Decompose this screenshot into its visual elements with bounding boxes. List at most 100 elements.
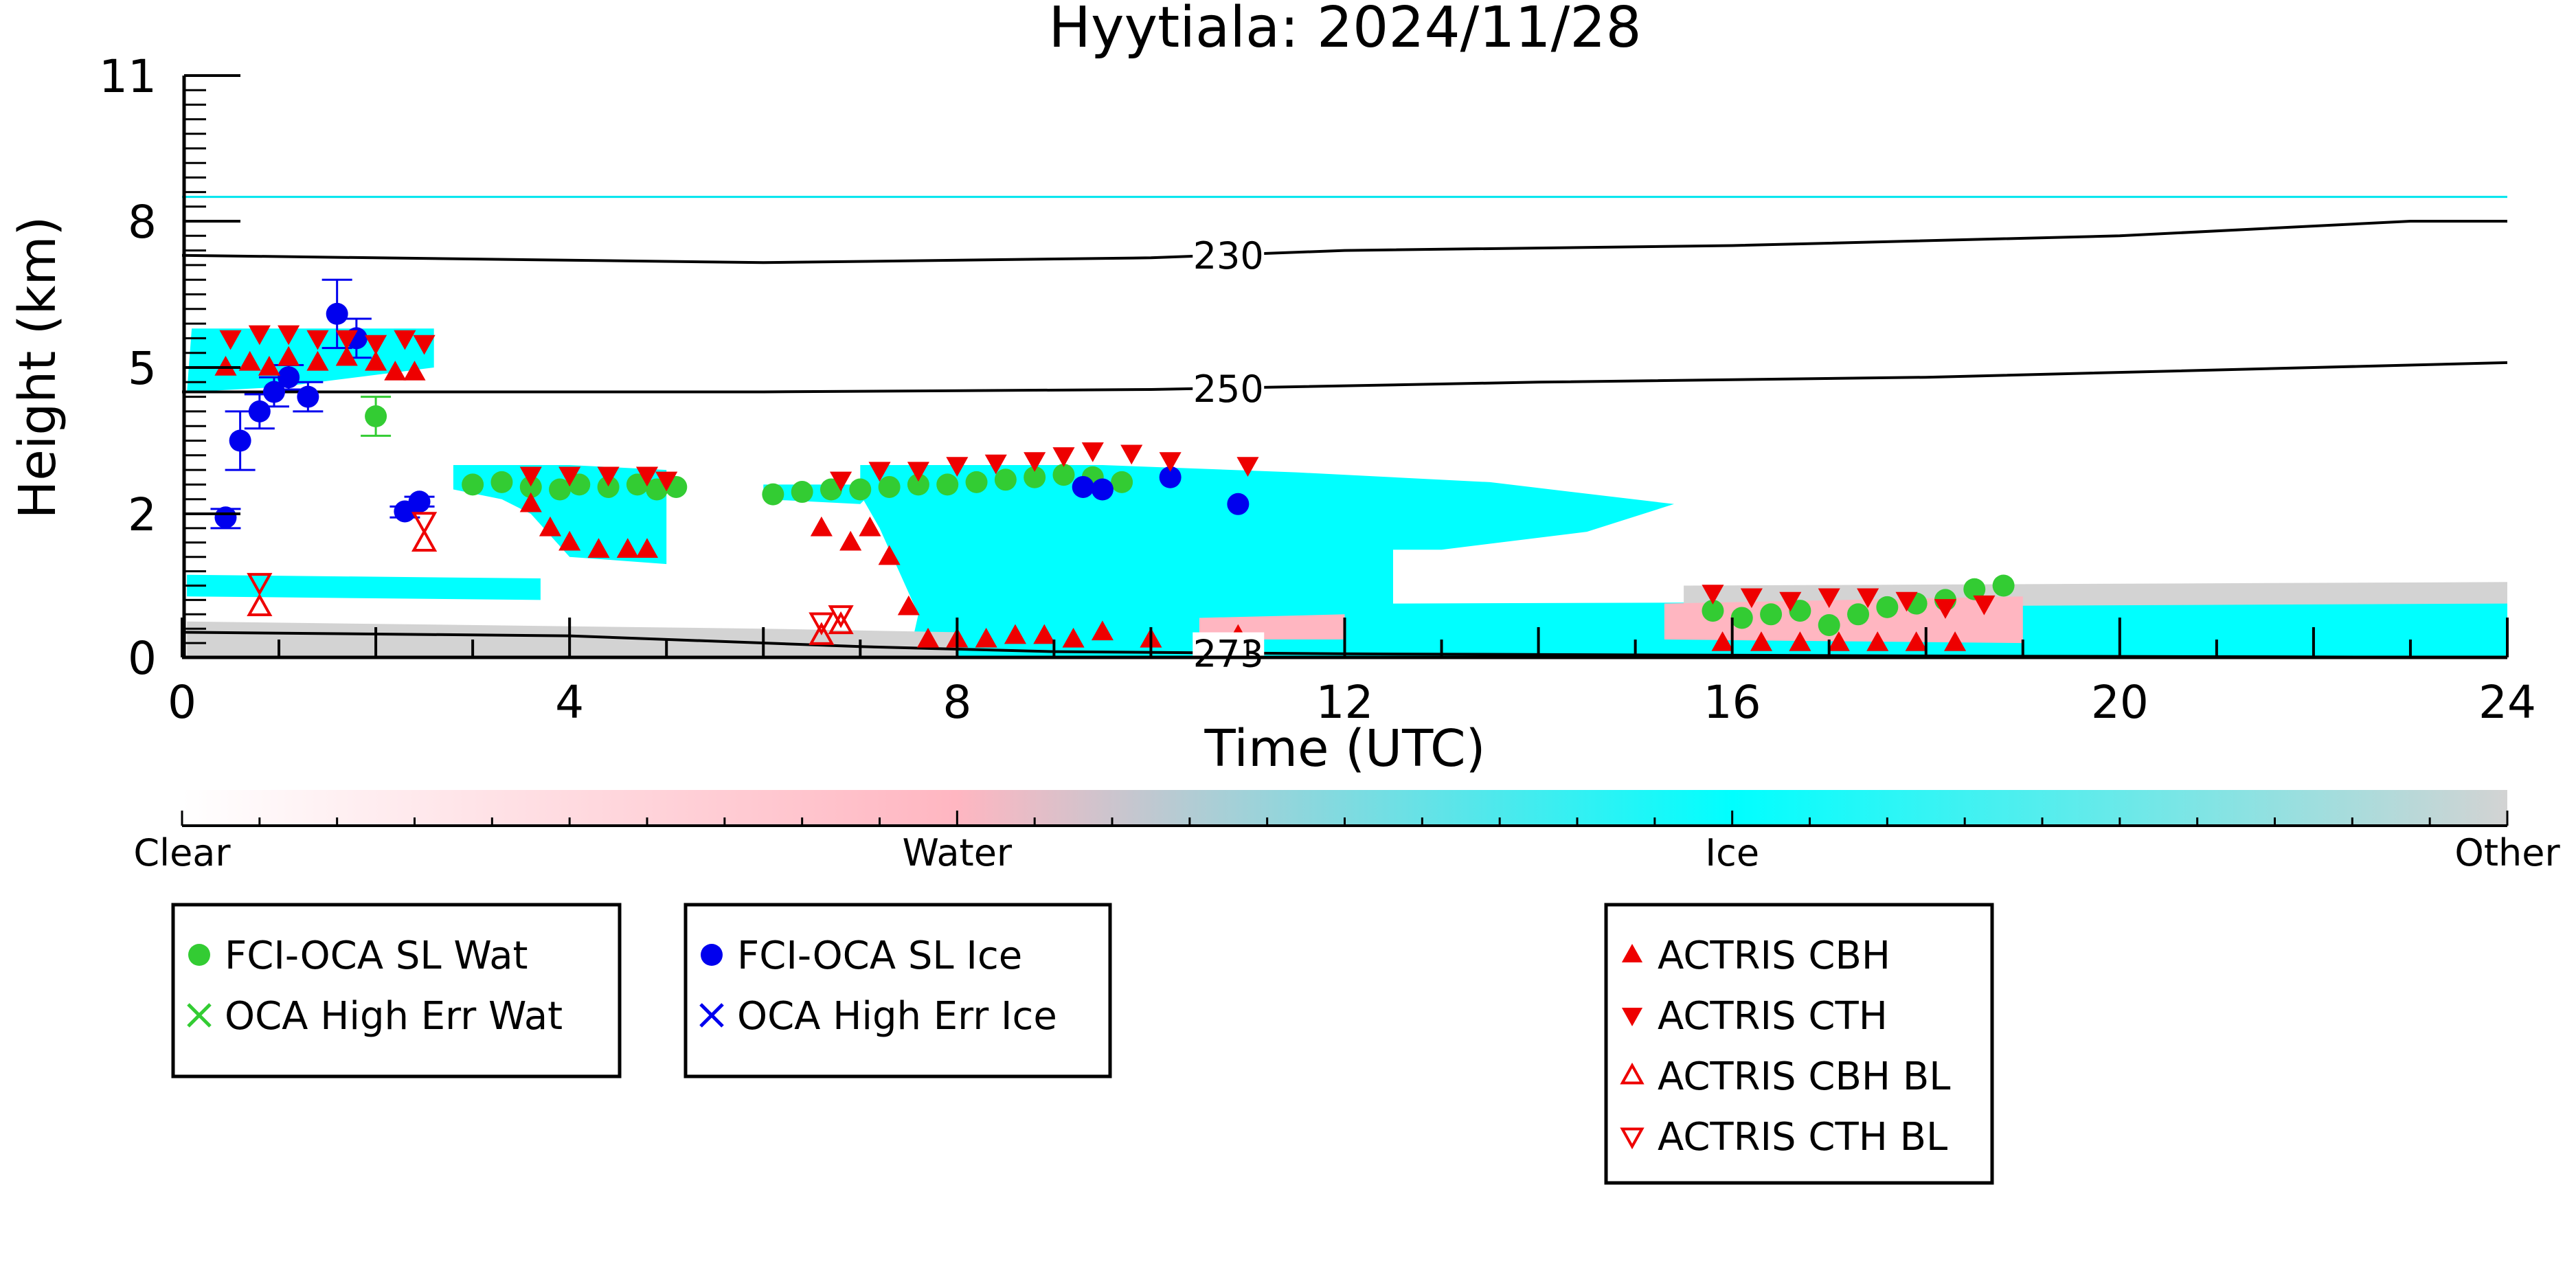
chart-title: Hyytiala: 2024/11/28 — [1048, 0, 1641, 60]
legend-box3: ACTRIS CBH ACTRIS CTH ACTRIS CBH BL ACTRIS … — [1604, 903, 1994, 1185]
cloud-phase-field — [187, 328, 2507, 657]
legend-frame — [1604, 903, 1994, 1185]
phase-colorbar: Clear Water Ice Other — [133, 790, 2560, 874]
point-fci-oca-sl-wat — [878, 475, 901, 498]
x-axis-ticks: 0 4 8 12 16 20 24 — [168, 618, 2536, 729]
cloud-region-ice — [187, 574, 541, 600]
point-actris-cth — [984, 454, 1007, 475]
point-actris-cth — [1740, 588, 1763, 609]
point-actris-cbh — [539, 516, 562, 536]
point-fci-oca-sl-wat — [1876, 596, 1899, 618]
legend-marker — [188, 944, 210, 966]
point-actris-cbh — [1711, 631, 1734, 651]
point-actris-cbh — [916, 627, 940, 648]
point-fci-oca-sl-wat — [1111, 471, 1133, 493]
point-actris-cbh — [1091, 620, 1114, 641]
point-actris-cbh — [1944, 631, 1967, 651]
point-fci-oca-sl-ice — [278, 366, 300, 389]
point-actris-cth — [1857, 588, 1879, 609]
point-fci-oca-sl-wat — [1702, 600, 1724, 622]
colorbar-label-other: Other — [2454, 831, 2560, 874]
point-actris-cth — [558, 466, 581, 487]
point-fci-oca-sl-wat — [1963, 578, 1986, 600]
point-actris-cbh — [878, 545, 901, 565]
point-fci-oca-sl-wat — [994, 468, 1017, 491]
point-actris-cth-bl — [828, 605, 854, 629]
point-actris-cbh — [403, 361, 426, 381]
x-tick-label: 24 — [2478, 676, 2536, 729]
point-fci-oca-sl-ice — [229, 429, 251, 452]
point-fci-oca-sl-wat — [1992, 574, 2015, 597]
point-actris-cbh — [1827, 631, 1850, 651]
x-tick-label: 0 — [168, 676, 196, 729]
contour-label-bg — [1193, 632, 1265, 671]
x-axis-label: Time (UTC) — [1204, 719, 1485, 778]
x-tick-label: 4 — [555, 676, 584, 729]
point-fci-oca-sl-ice — [1227, 493, 1250, 515]
point-fci-oca-sl-wat — [365, 405, 387, 427]
point-actris-cth — [1159, 452, 1182, 472]
legend-frame — [171, 903, 622, 1078]
y-tick-label: 0 — [128, 632, 157, 685]
point-fci-oca-sl-ice — [1159, 466, 1182, 488]
point-actris-cbh — [558, 530, 581, 551]
point-actris-cth — [248, 325, 271, 346]
point-actris-cth — [1973, 595, 1996, 615]
point-fci-oca-sl-wat — [646, 478, 668, 501]
point-actris-cth — [1702, 585, 1724, 605]
point-actris-cbh — [810, 516, 833, 536]
point-fci-oca-sl-ice — [214, 506, 237, 529]
legend-marker — [1621, 1008, 1643, 1027]
point-fci-oca-sl-wat — [849, 478, 872, 501]
legend-marker — [1621, 943, 1643, 962]
point-actris-cth — [946, 457, 969, 477]
point-actris-cbh — [1033, 624, 1056, 644]
point-actris-cth — [1052, 447, 1075, 467]
y-axis-ticks: 0 2 5 8 11 — [99, 50, 240, 685]
point-actris-cbh — [258, 355, 280, 376]
point-actris-cbh — [897, 595, 920, 615]
point-fci-oca-sl-wat — [626, 473, 648, 496]
point-actris-cbh — [278, 346, 300, 366]
point-actris-cbh — [335, 346, 358, 366]
point-fci-oca-sl-wat — [568, 473, 591, 496]
contour-label-230: 230 — [1193, 234, 1264, 278]
point-fci-oca-sl-wat — [1789, 600, 1811, 622]
legend-box1: FCI-OCA SL Wat OCA High Err Wat — [171, 903, 622, 1078]
point-fci-oca-sl-ice — [297, 385, 319, 408]
point-fci-oca-sl-wat — [936, 473, 959, 496]
x-tick-label: 16 — [1704, 676, 1761, 729]
point-actris-cth — [394, 330, 416, 350]
point-fci-oca-sl-wat — [519, 475, 542, 498]
x-tick-label: 12 — [1316, 676, 1374, 729]
legend-label: ACTRIS CBH — [1658, 934, 1890, 978]
point-actris-cth — [597, 466, 620, 487]
point-actris-cth — [1895, 591, 1918, 612]
y-tick-label: 2 — [128, 488, 157, 541]
y-axis-label: Height (km) — [8, 216, 67, 519]
point-actris-cth — [1818, 588, 1840, 609]
point-actris-cbh — [587, 538, 610, 558]
point-fci-oca-sl-ice — [408, 490, 431, 513]
legend-marker — [1620, 1062, 1645, 1085]
point-actris-cth — [907, 462, 929, 482]
point-actris-cbh — [384, 361, 407, 381]
point-actris-cbh — [1905, 631, 1928, 651]
legend-label: OCA High Err Wat — [225, 994, 563, 1039]
point-actris-cbh — [616, 538, 639, 558]
point-actris-cbh — [975, 627, 997, 648]
point-fci-oca-sl-wat — [1024, 466, 1046, 488]
legend-label: ACTRIS CTH BL — [1658, 1115, 1947, 1160]
point-fci-oca-sl-ice — [248, 400, 271, 422]
point-actris-cbh — [1062, 627, 1085, 648]
point-actris-cth — [306, 330, 329, 350]
point-actris-cth — [519, 466, 542, 487]
point-fci-oca-sl-wat — [1052, 464, 1075, 486]
contour-label-bg — [1193, 234, 1265, 273]
point-fci-oca-sl-wat — [907, 473, 929, 496]
point-actris-cth — [1779, 591, 1802, 612]
point-fci-oca-sl-ice — [1072, 475, 1094, 498]
point-actris-cth — [413, 335, 436, 355]
point-actris-cth — [830, 471, 852, 492]
